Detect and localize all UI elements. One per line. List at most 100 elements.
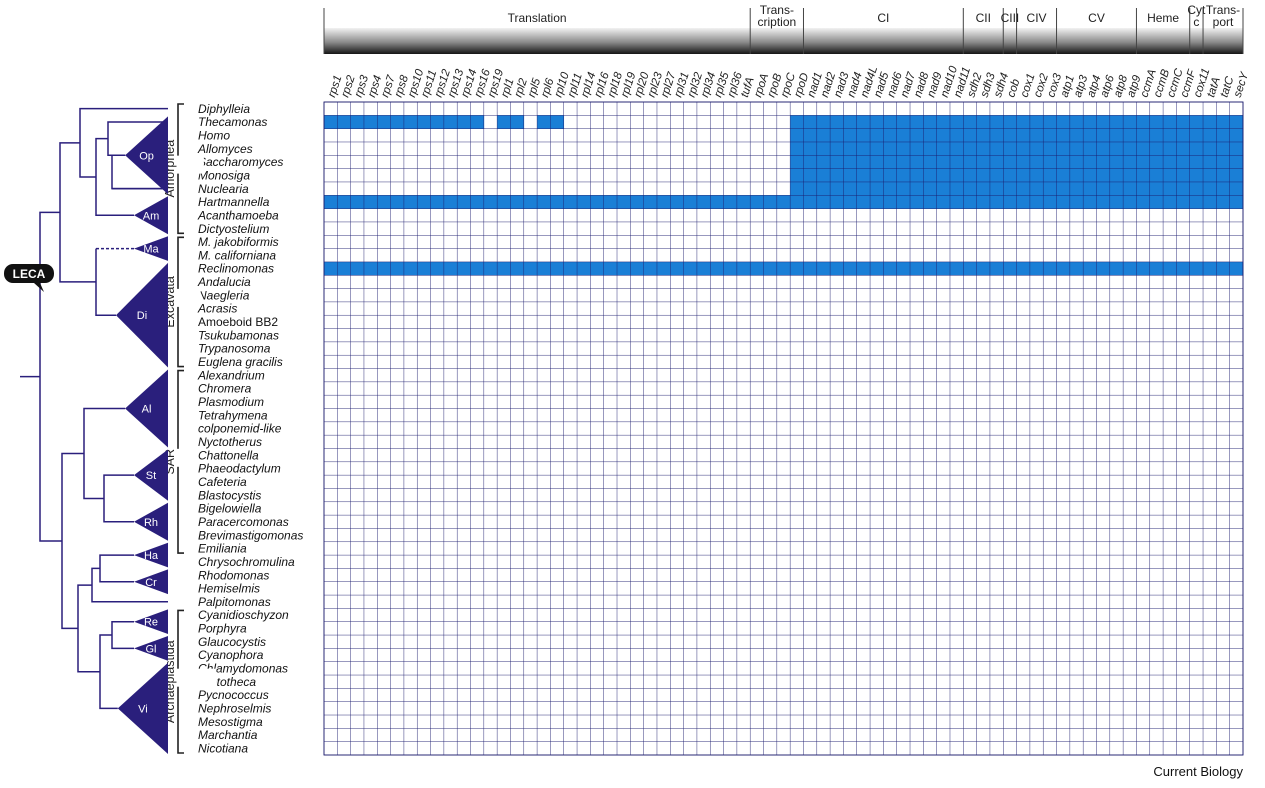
gene-present-cell	[337, 115, 351, 129]
gene-present-cell	[923, 128, 937, 143]
gene-present-cell	[1029, 141, 1044, 156]
gene-label: secY	[1232, 70, 1252, 99]
gene-present-cell	[1109, 261, 1124, 276]
gene-present-cell	[803, 168, 818, 183]
group-bar	[1136, 28, 1190, 54]
clade-triangle	[134, 636, 168, 661]
gene-present-cell	[670, 195, 684, 209]
gene-present-cell	[1016, 155, 1031, 169]
gene-present-cell	[830, 168, 844, 183]
clade-Am: Am	[134, 196, 168, 235]
taxon-label: Homo	[198, 128, 230, 142]
gene-present-cell	[883, 181, 898, 196]
gene-present-cell	[457, 115, 471, 129]
gene-present-cell	[1136, 155, 1151, 169]
group-label: CV	[1088, 11, 1105, 25]
taxon-label: Glaucocystis	[198, 635, 266, 649]
group-label: CI	[877, 11, 889, 25]
gene-present-cell	[870, 115, 884, 129]
gene-present-cell	[1216, 155, 1230, 169]
gene-present-cell	[936, 141, 951, 156]
gene-present-cell	[830, 195, 844, 209]
clade-triangle	[134, 196, 168, 235]
gene-present-cell	[816, 128, 831, 143]
gene-present-cell	[1149, 195, 1164, 209]
taxon-label: M. jakobiformis	[198, 235, 279, 249]
gene-present-cell	[1176, 261, 1191, 276]
gene-present-cell	[923, 115, 937, 129]
gene-present-cell	[923, 155, 937, 169]
gene-present-cell	[976, 155, 991, 169]
gene-present-cell	[1123, 168, 1137, 183]
gene-present-cell	[403, 115, 418, 129]
gene-present-cell	[563, 261, 578, 276]
taxon-label: Andalucia	[197, 275, 251, 289]
gene-present-cell	[1043, 181, 1057, 196]
gene-present-cell	[963, 195, 977, 209]
gene-present-cell	[1176, 141, 1191, 156]
gene-present-cell	[989, 168, 1004, 183]
taxon-label: Nuclearia	[198, 182, 249, 196]
gene-present-cell	[550, 195, 565, 209]
gene-present-cell	[1043, 168, 1057, 183]
gene-present-cell	[1083, 195, 1097, 209]
group-bar	[1189, 28, 1204, 54]
gene-present-cell	[803, 115, 818, 129]
gene-present-cell	[497, 195, 511, 209]
gene-present-cell	[324, 195, 338, 209]
gene-present-cell	[790, 181, 804, 196]
taxon-label: Reclinomonas	[198, 262, 274, 276]
gene-present-cell	[1176, 115, 1191, 129]
taxon-label: Plasmodium	[198, 395, 264, 409]
gene-present-cell	[1029, 128, 1044, 143]
gene-present-cell	[910, 181, 924, 196]
gene-present-cell	[1189, 168, 1204, 183]
group-label: Trans-port	[1206, 3, 1240, 29]
gene-present-cell	[497, 115, 511, 129]
gene-present-cell	[350, 195, 365, 209]
gene-present-cell	[1176, 181, 1191, 196]
gene-present-cell	[923, 141, 937, 156]
gene-present-cell	[1003, 155, 1017, 169]
gene-present-cell	[870, 168, 884, 183]
clade-Di: Di	[116, 262, 168, 368]
gene-present-cell	[1043, 115, 1057, 129]
group-9: Trans-port	[1202, 3, 1243, 54]
gene-present-cell	[976, 181, 991, 196]
taxon-label: colponemid-like	[198, 422, 282, 436]
gene-present-cell	[1096, 181, 1111, 196]
gene-present-cell	[790, 168, 804, 183]
gene-present-cell	[1149, 181, 1164, 196]
group-6: CV	[1056, 8, 1137, 54]
gene-present-cell	[1029, 155, 1044, 169]
gene-present-cell	[843, 128, 858, 143]
gene-present-cell	[1163, 115, 1177, 129]
taxon-label: Trypanosoma	[198, 342, 271, 356]
clade-triangle	[134, 609, 168, 635]
gene-present-cell	[337, 261, 351, 276]
gene-present-cell	[577, 261, 591, 276]
gene-present-cell	[1016, 261, 1031, 276]
gene-present-cell	[696, 195, 711, 209]
gene-present-cell	[1176, 128, 1191, 143]
gene-present-cell	[1136, 261, 1151, 276]
gene-present-cell	[830, 155, 844, 169]
gene-present-cell	[936, 155, 951, 169]
group-bar	[803, 28, 964, 54]
gene-present-cell	[883, 115, 898, 129]
gene-present-cell	[883, 155, 898, 169]
gene-present-cell	[1029, 195, 1044, 209]
gene-present-cell	[750, 195, 764, 209]
gene-present-cell	[1069, 128, 1084, 143]
gene-present-cell	[736, 261, 751, 276]
gene-present-cell	[856, 141, 871, 156]
gene-present-cell	[630, 195, 644, 209]
gene-present-cell	[1229, 128, 1244, 143]
clade-label: St	[146, 470, 156, 482]
clade-triangle	[134, 449, 168, 501]
gene-present-cell	[510, 195, 525, 209]
group-bar	[1003, 28, 1017, 54]
gene-present-cell	[856, 168, 871, 183]
gene-present-cell	[1203, 195, 1217, 209]
gene-present-cell	[949, 141, 964, 156]
